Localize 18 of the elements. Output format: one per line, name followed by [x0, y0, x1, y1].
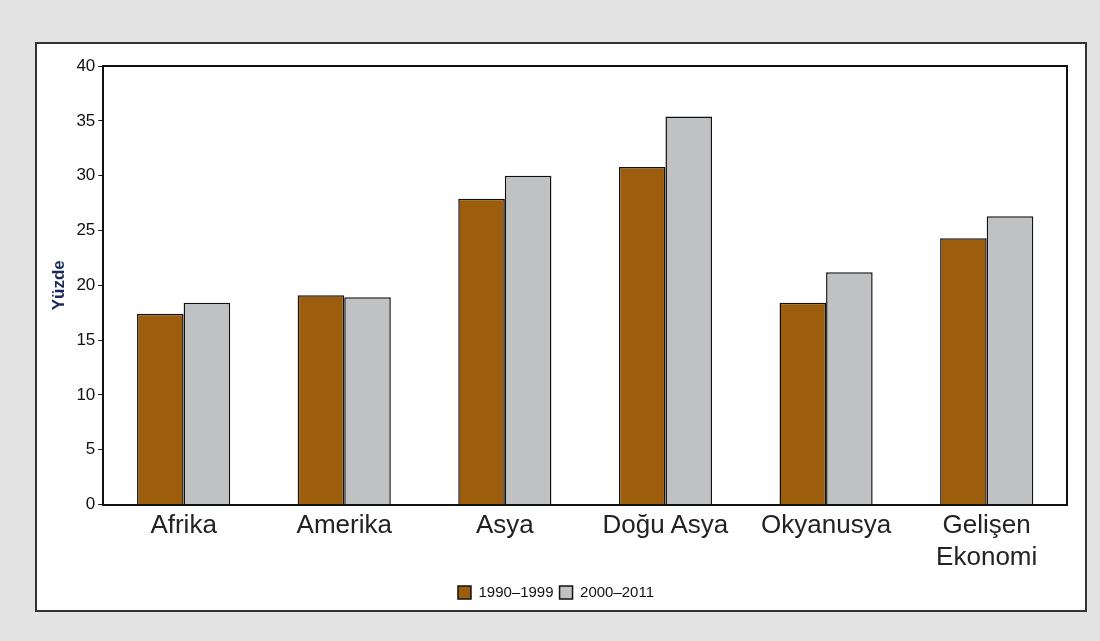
y-tick-label: 40	[76, 55, 96, 75]
legend-label: 1990–1999	[478, 582, 554, 600]
y-tick-label: 15	[76, 329, 96, 349]
y-tick-label: 20	[76, 274, 96, 294]
y-tick-label: 5	[85, 439, 96, 459]
y-tick-label: 35	[76, 110, 96, 130]
x-tick-label: Gelişen Ekonomi	[936, 509, 1038, 571]
y-axis-title: Yüzde	[48, 260, 68, 311]
legend-label: 2000–2011	[580, 582, 655, 600]
x-tick-label: Amerika	[296, 509, 393, 540]
x-tick-label: Okyanusya	[761, 509, 892, 540]
y-tick-label: 30	[76, 165, 96, 185]
y-tick-label: 0	[85, 494, 96, 514]
y-tick-label: 25	[76, 220, 96, 240]
y-tick-label: 10	[76, 384, 96, 404]
x-tick-label: Asya	[475, 509, 535, 540]
x-tick-label: Doğu Asya	[602, 509, 729, 540]
x-tick-label: Afrika	[150, 509, 218, 540]
